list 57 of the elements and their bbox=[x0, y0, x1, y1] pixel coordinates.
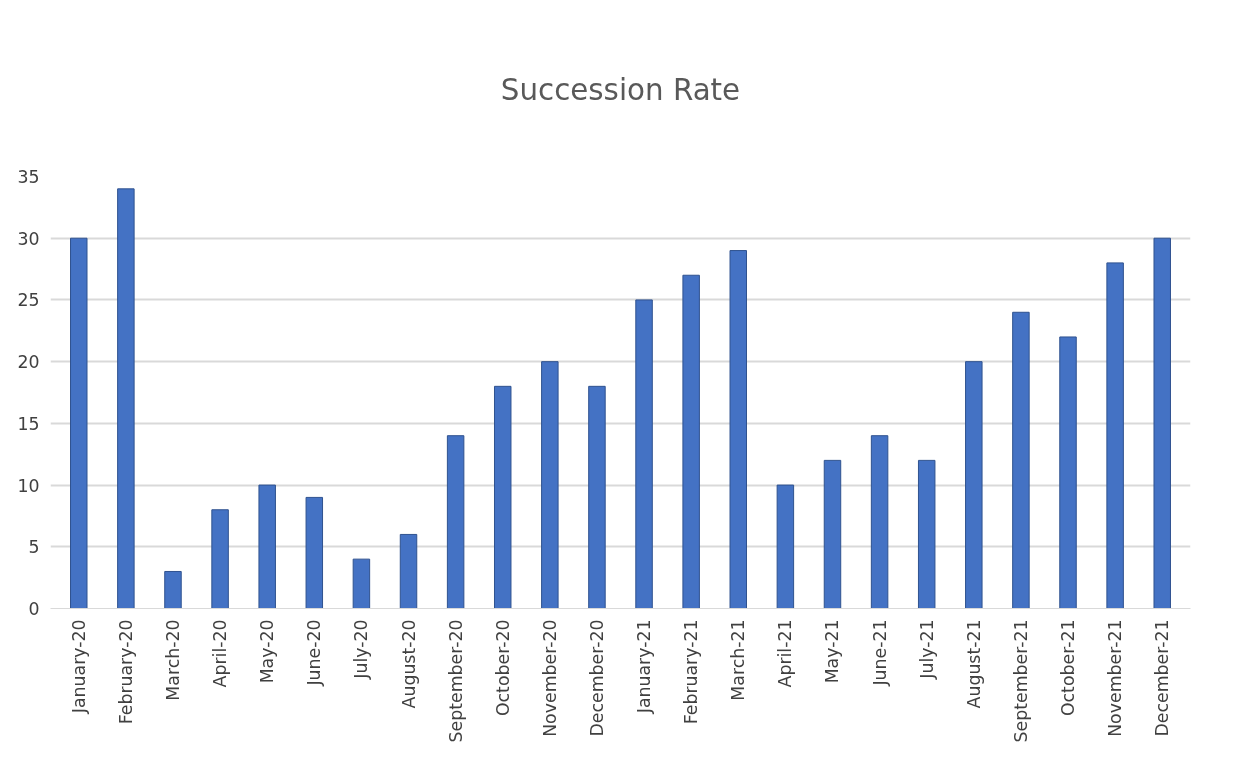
x-tick-label: October-20 bbox=[492, 619, 513, 717]
bar bbox=[399, 533, 418, 609]
bar bbox=[1106, 262, 1124, 609]
bar bbox=[635, 299, 653, 609]
x-tick-label: September-20 bbox=[445, 619, 466, 743]
bar bbox=[541, 361, 559, 609]
chart-title: Succession Rate bbox=[500, 72, 741, 107]
bar bbox=[1012, 311, 1030, 609]
y-tick-label: 15 bbox=[17, 413, 40, 434]
x-tick-label: June-20 bbox=[304, 619, 325, 687]
x-tick-label: July-20 bbox=[351, 619, 372, 680]
y-tick-label: 20 bbox=[17, 352, 40, 373]
x-tick-label: March-20 bbox=[162, 619, 183, 701]
x-tick-label: July-21 bbox=[916, 619, 937, 680]
bar bbox=[1059, 336, 1077, 609]
bar bbox=[682, 274, 700, 609]
x-tick-label: April-20 bbox=[210, 619, 231, 688]
bar bbox=[1153, 237, 1171, 609]
y-tick-label: 5 bbox=[28, 537, 40, 558]
x-tick-label: August-20 bbox=[398, 619, 419, 709]
bar bbox=[164, 570, 182, 609]
x-tick-label: November-20 bbox=[539, 619, 560, 737]
y-tick-label: 25 bbox=[17, 290, 40, 311]
x-tick-label: September-21 bbox=[1010, 619, 1031, 743]
bar bbox=[446, 435, 465, 609]
x-tick-label: October-21 bbox=[1058, 619, 1079, 717]
x-tick-label: August-21 bbox=[963, 619, 984, 709]
bar bbox=[493, 385, 512, 609]
x-tick-label: March-21 bbox=[728, 619, 749, 701]
y-tick-label: 0 bbox=[28, 599, 40, 619]
x-tick-label: April-21 bbox=[775, 619, 796, 688]
bar bbox=[352, 558, 371, 609]
bar bbox=[965, 361, 983, 609]
x-tick-label: January-21 bbox=[634, 619, 655, 715]
x-tick-label: December-20 bbox=[586, 619, 607, 737]
y-tick-label: 35 bbox=[17, 167, 40, 187]
bar bbox=[117, 188, 135, 609]
bar bbox=[70, 237, 88, 609]
bar bbox=[211, 509, 229, 609]
bar bbox=[823, 459, 842, 609]
x-tick-label: February-20 bbox=[115, 619, 136, 725]
y-tick-label: 30 bbox=[17, 228, 40, 249]
x-tick-label: February-21 bbox=[681, 619, 702, 725]
x-tick-label: December-21 bbox=[1152, 619, 1173, 737]
bar bbox=[776, 484, 795, 609]
x-tick-label: November-21 bbox=[1105, 619, 1126, 737]
bar bbox=[870, 435, 889, 609]
bar bbox=[729, 250, 748, 609]
y-tick-label: 10 bbox=[17, 475, 40, 496]
x-tick-label: May-21 bbox=[822, 619, 843, 684]
x-tick-label: January-20 bbox=[68, 619, 89, 715]
bar bbox=[305, 496, 324, 609]
bar bbox=[917, 459, 936, 609]
bar bbox=[588, 385, 606, 609]
bar bbox=[258, 484, 276, 609]
x-tick-label: June-21 bbox=[869, 619, 890, 687]
x-tick-label: May-20 bbox=[257, 619, 278, 684]
